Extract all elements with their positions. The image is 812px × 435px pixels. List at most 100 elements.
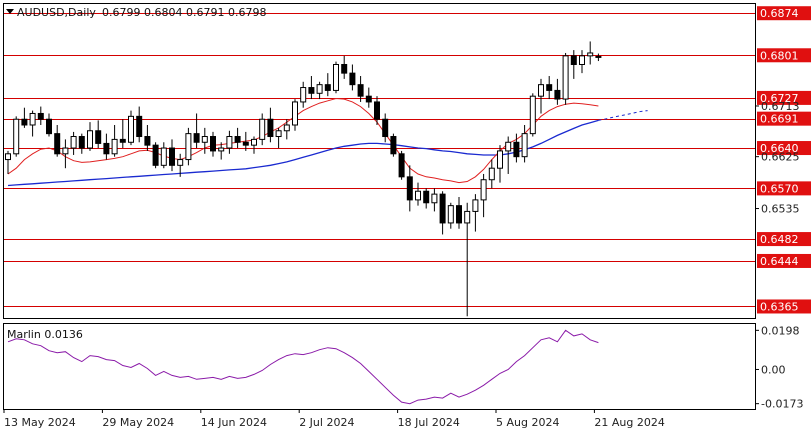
candle (218, 142, 225, 160)
candle (242, 131, 249, 151)
candle-body (144, 136, 151, 146)
candle-body (538, 84, 544, 97)
candle-body (283, 124, 290, 132)
candle-body (152, 144, 159, 166)
candle-body (201, 136, 208, 143)
candle-body (456, 205, 462, 224)
candle (283, 119, 290, 140)
candle-body (570, 55, 577, 65)
candle (324, 73, 331, 97)
candle-body (103, 142, 110, 155)
candle-body (300, 87, 307, 103)
candle (119, 119, 126, 149)
candle (382, 113, 389, 143)
symbol-menu-triangle-icon[interactable] (6, 9, 14, 14)
time-tick-label: 14 Jun 2024 (201, 416, 267, 429)
candle-body (406, 176, 413, 201)
price-level-label-bg (757, 6, 811, 21)
candle (46, 113, 52, 137)
time-tick-label: 18 Jul 2024 (398, 416, 460, 429)
candle-body (480, 179, 487, 201)
candle (37, 106, 44, 125)
osc-tick-label: 0.0198 (761, 324, 800, 337)
candle (54, 124, 61, 157)
candle (570, 50, 577, 79)
candle (472, 194, 479, 232)
candle-body (13, 118, 20, 155)
candle-body (136, 115, 143, 138)
candle (308, 76, 315, 100)
candle-body (415, 190, 421, 201)
candle-body (546, 84, 553, 91)
oscillator-pane-border (3, 323, 756, 410)
candle (292, 99, 298, 131)
price-level-label: 0.6365 (760, 300, 799, 313)
candle (562, 52, 569, 105)
candle-body (62, 147, 69, 155)
candle-body (374, 101, 380, 120)
candle-body (70, 136, 77, 149)
candle (456, 197, 462, 229)
price-level-label-bg (757, 232, 811, 247)
candle (169, 139, 175, 172)
candle-body (398, 153, 405, 178)
candle-body (95, 130, 102, 144)
candle (333, 61, 339, 94)
candle-body (193, 133, 200, 143)
ohlc-readout: 0.6799 0.6804 0.6791 0.6798 (102, 6, 266, 19)
candle (374, 96, 380, 125)
candle-body (160, 147, 167, 166)
candlesticks (5, 41, 602, 317)
candle (226, 130, 233, 154)
price-level-label-bg (757, 181, 811, 196)
candle-body (423, 190, 430, 204)
candle (87, 122, 93, 151)
candle (538, 78, 544, 114)
candle-body (5, 153, 11, 161)
candle (234, 127, 241, 149)
price-level-label: 0.6727 (760, 92, 799, 105)
candle-body (529, 95, 536, 135)
candle (29, 110, 36, 137)
candle (111, 124, 118, 157)
candle (13, 116, 20, 157)
candle-body (128, 115, 134, 143)
price-level-label-bg (757, 141, 811, 156)
candle (316, 81, 323, 100)
candle-body (333, 63, 339, 91)
candle (390, 133, 397, 157)
candle (201, 127, 208, 154)
candle (415, 182, 421, 206)
candle-body (382, 118, 389, 138)
candle-body (37, 112, 44, 120)
price-level-label: 0.6482 (760, 233, 799, 246)
candle (365, 87, 372, 108)
price-level-label-bg (757, 299, 811, 314)
oscillator-axis: 0.0198 0.00 -0.0173 (755, 324, 803, 411)
candle (505, 136, 512, 174)
candle (177, 153, 184, 177)
candle-body (119, 138, 126, 143)
candle (5, 150, 11, 174)
candle-body (169, 147, 175, 166)
candle-body (54, 133, 61, 155)
candle (152, 142, 159, 169)
candle (497, 145, 503, 183)
candle (95, 120, 102, 149)
candle-body (554, 89, 561, 100)
osc-tick-label: 0.00 (761, 363, 786, 376)
candle-body (513, 141, 520, 158)
time-tick-label: 13 May 2024 (4, 416, 76, 429)
price-level-label: 0.6874 (760, 7, 799, 20)
candle-body (447, 205, 454, 224)
candle-body (562, 55, 569, 100)
candle-body (488, 167, 495, 181)
candle (103, 133, 110, 160)
candle (357, 76, 364, 102)
time-tick-label: 29 May 2024 (102, 416, 174, 429)
candle-body (29, 112, 36, 126)
candle (62, 139, 69, 169)
